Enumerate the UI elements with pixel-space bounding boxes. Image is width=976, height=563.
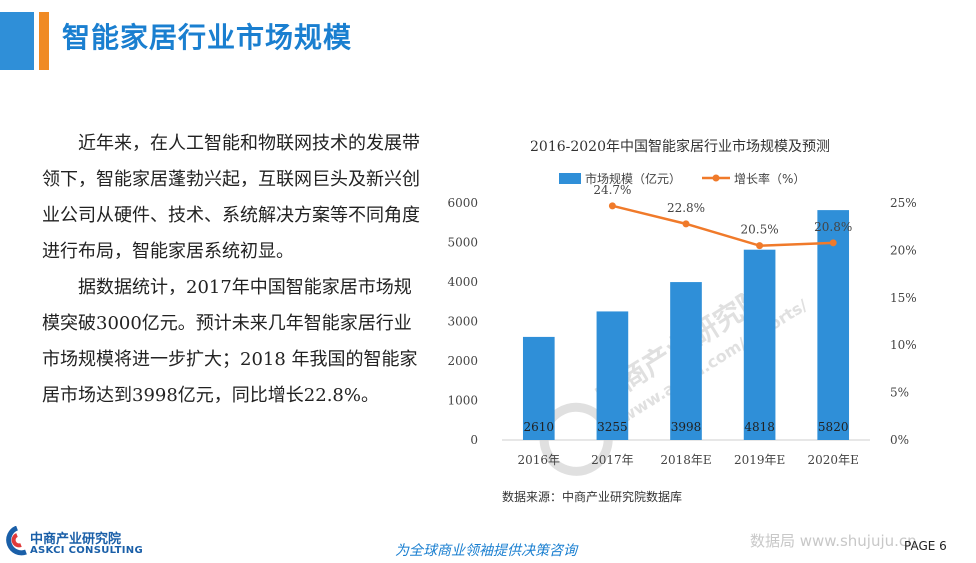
bar xyxy=(817,210,850,440)
growth-rate-point xyxy=(756,242,764,250)
y-right-tick-label: 10% xyxy=(890,338,917,352)
paragraph-intro: 近年来，在人工智能和物联网技术的发展带领下，智能家居蓬勃兴起，互联网巨头及新兴创… xyxy=(42,133,420,262)
y-left-tick-label: 0 xyxy=(470,433,478,447)
growth-rate-point xyxy=(682,220,690,228)
y-left-tick-label: 5000 xyxy=(447,236,478,250)
growth-rate-line xyxy=(612,204,834,247)
body-text: 近年来，在人工智能和物联网技术的发展带领下，智能家居蓬勃兴起，互联网巨头及新兴创… xyxy=(42,126,428,414)
x-tick-label: 2017年 xyxy=(591,453,634,467)
header-accent-stripe xyxy=(39,12,49,70)
growth-rate-point xyxy=(608,202,616,210)
y-right-tick-label: 5% xyxy=(890,386,909,400)
bar-value-label: 4818 xyxy=(744,420,775,434)
legend-line-label: 增长率（%） xyxy=(734,171,805,186)
bar-value-label: 3255 xyxy=(597,420,628,434)
bar-value-label: 5820 xyxy=(818,420,849,434)
growth-rate-label: 20.8% xyxy=(814,220,852,234)
page-title: 智能家居行业市场规模 xyxy=(62,21,353,54)
y-left-tick-label: 6000 xyxy=(447,196,478,210)
legend-bar-swatch xyxy=(559,173,581,184)
legend-line-marker xyxy=(712,174,720,182)
growth-rate-label: 22.8% xyxy=(667,201,705,215)
growth-rate-label: 20.5% xyxy=(741,223,779,237)
x-tick-label: 2018年E xyxy=(660,453,711,467)
y-left-tick-label: 2000 xyxy=(447,354,478,368)
y-left-tick-label: 3000 xyxy=(447,315,478,329)
y-left-tick-label: 1000 xyxy=(447,394,478,408)
page-number: PAGE 6 xyxy=(904,539,947,553)
market-size-chart: 2016-2020年中国智能家居行业市场规模及预测 市场规模（亿元） 增长率（%… xyxy=(440,128,940,518)
paragraph-stats: 据数据统计，2017年中国智能家居市场规模突破3000亿元。预计未来几年智能家居… xyxy=(42,277,418,406)
header-accent-bar xyxy=(0,12,34,70)
bar xyxy=(670,282,702,440)
x-tick-label: 2020年E xyxy=(808,453,859,467)
logo-english-name: ASKCI CONSULTING xyxy=(30,545,143,556)
footer-slogan: 为全球商业领袖提供决策咨询 xyxy=(395,543,577,559)
bar-value-label: 3998 xyxy=(671,420,702,434)
chart-canvas: 2016-2020年中国智能家居行业市场规模及预测 市场规模（亿元） 增长率（%… xyxy=(447,138,916,504)
plot-area: 0 1000 2000 3000 4000 5000 6000 0% 5% 10% 15% 20% 25… xyxy=(447,183,916,467)
bar xyxy=(743,249,776,440)
y-right-tick-label: 0% xyxy=(890,433,909,447)
growth-rate-point xyxy=(829,239,837,247)
askci-logo-icon xyxy=(6,526,27,556)
bar-value-label: 2610 xyxy=(524,420,555,434)
bar xyxy=(522,336,555,440)
chart-title: 2016-2020年中国智能家居行业市场规模及预测 xyxy=(530,138,830,155)
bar xyxy=(596,311,629,440)
y-left-tick-label: 4000 xyxy=(447,275,478,289)
chart-source: 数据来源：中商产业研究院数据库 xyxy=(502,489,682,504)
y-right-tick-label: 15% xyxy=(890,291,917,305)
x-tick-label: 2019年E xyxy=(734,453,785,467)
legend-bar-label: 市场规模（亿元） xyxy=(585,171,681,186)
x-tick-label: 2016年 xyxy=(518,453,561,467)
site-watermark: 数据局 www.shujuju.cn xyxy=(750,532,917,550)
y-right-tick-label: 25% xyxy=(890,196,917,210)
logo-name: 中商产业研究院 xyxy=(30,532,122,547)
growth-rate-label: 24.7% xyxy=(593,183,631,197)
y-right-tick-label: 20% xyxy=(890,243,917,257)
